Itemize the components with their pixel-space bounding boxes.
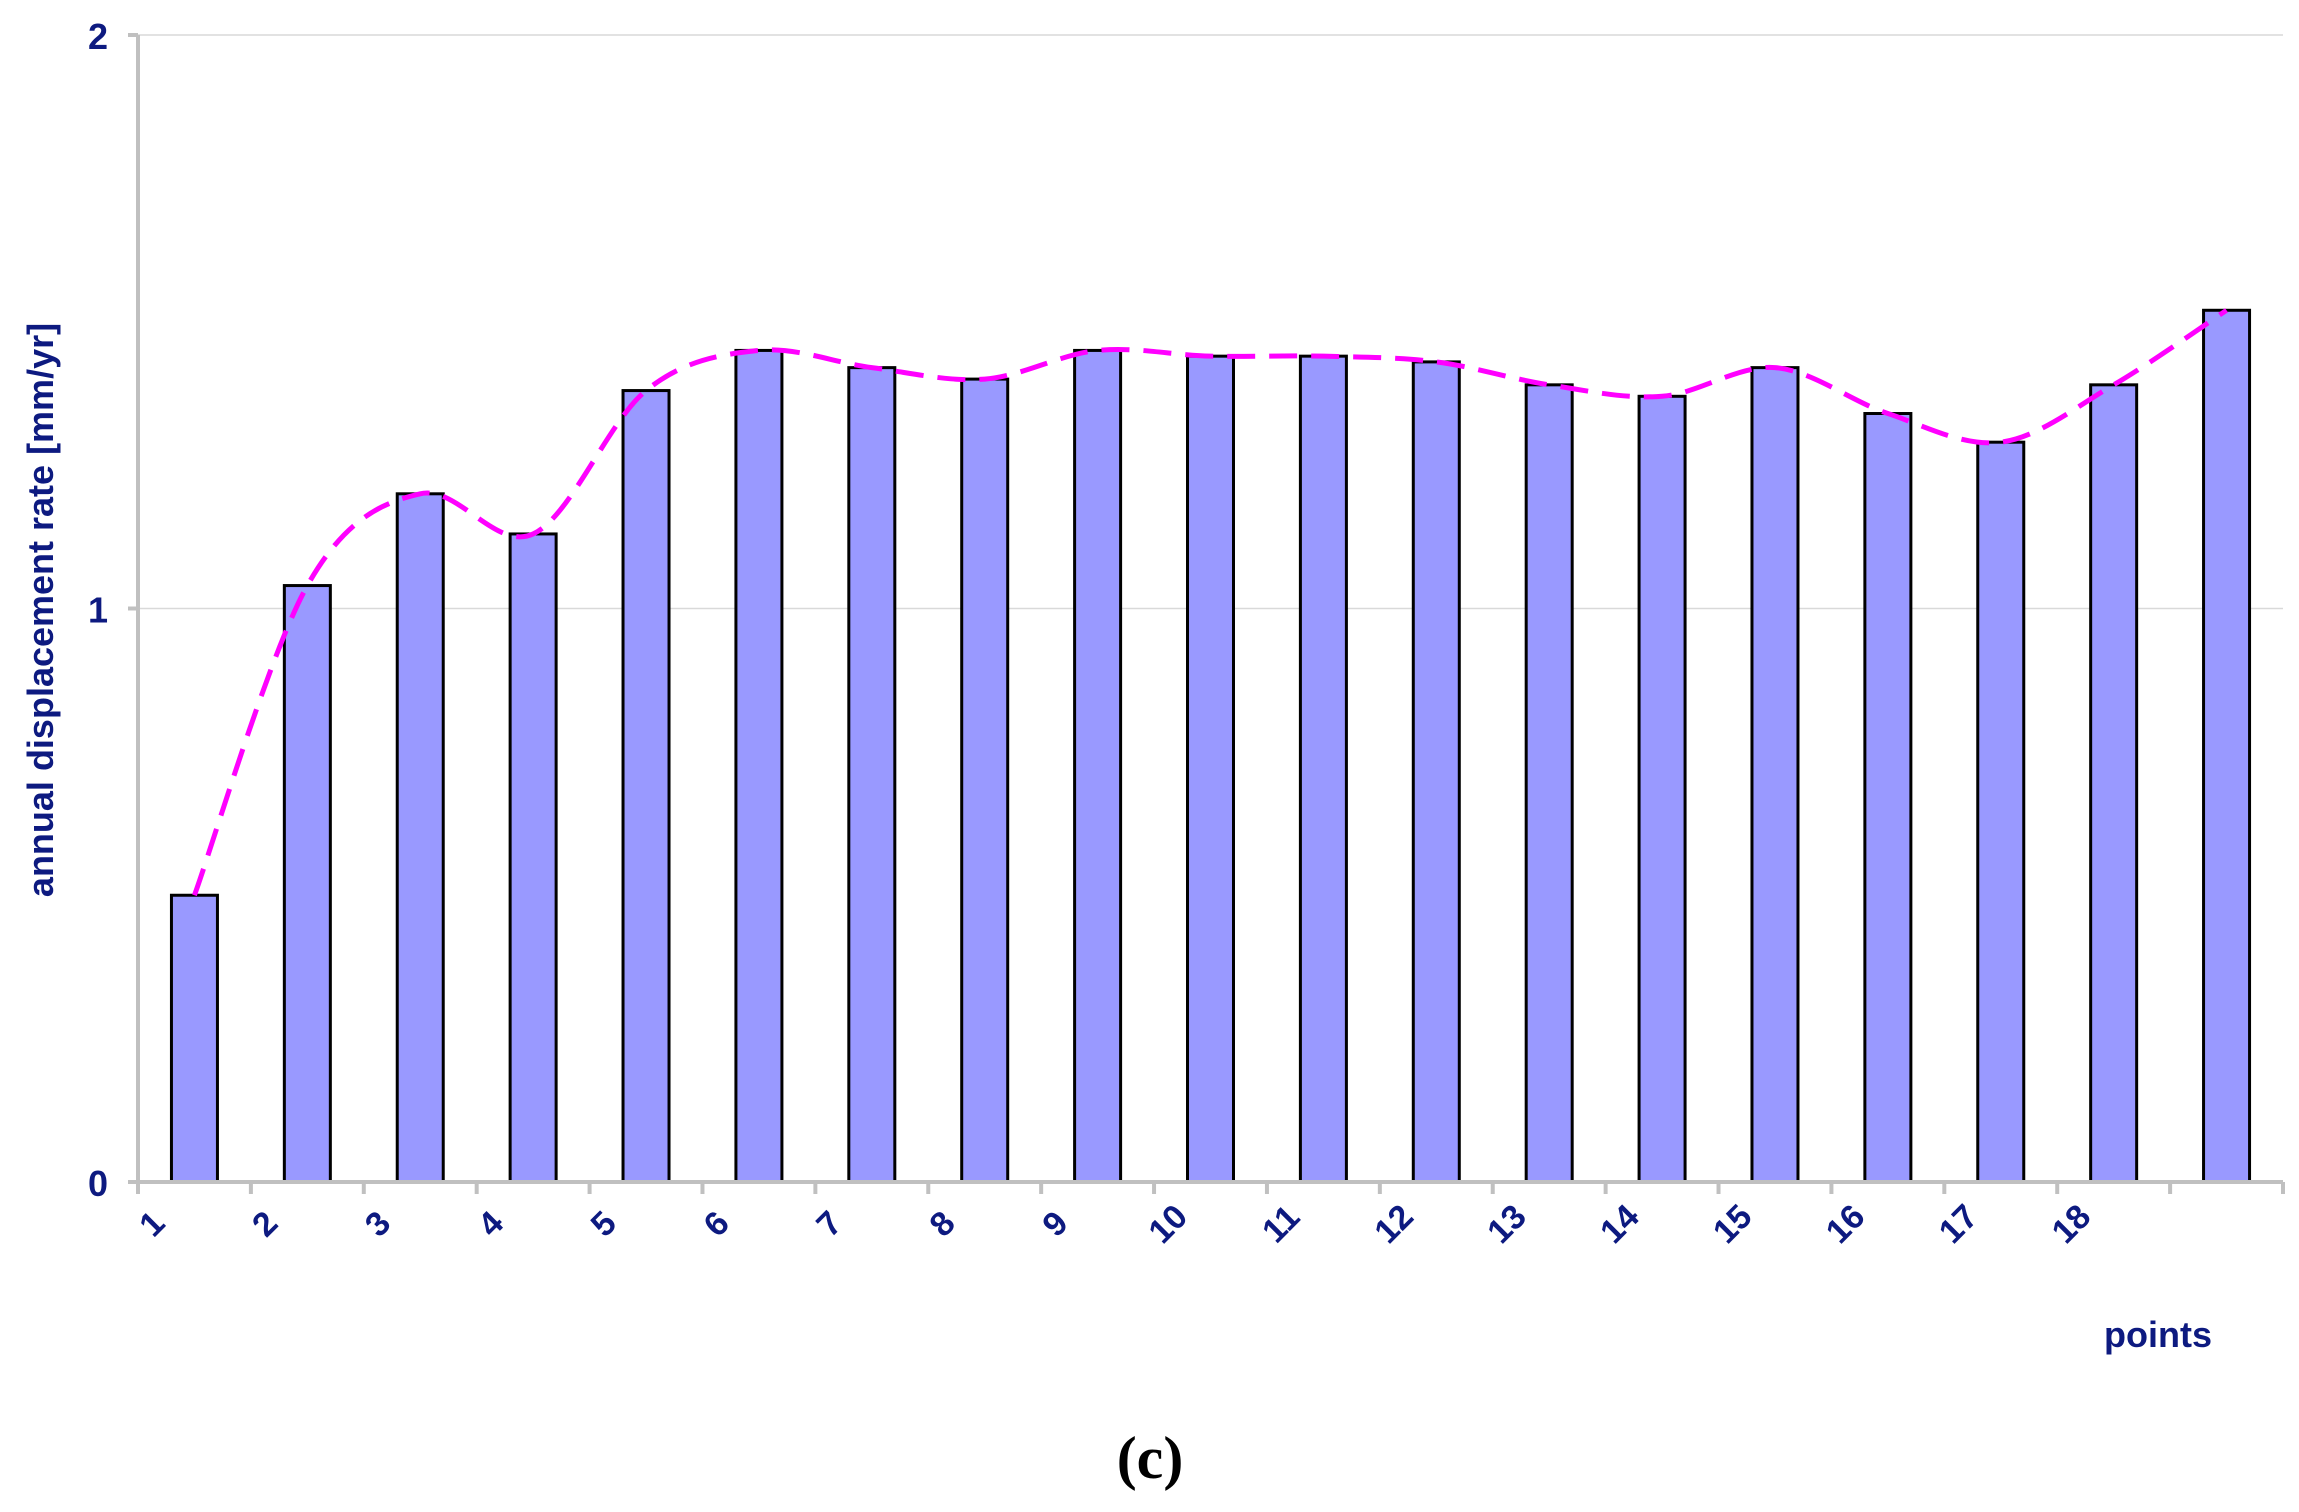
figure-caption: (c) bbox=[1117, 1425, 1184, 1491]
bar-6 bbox=[734, 348, 784, 1184]
x-tick-label-11: 11 bbox=[1255, 1198, 1307, 1250]
bar-9 bbox=[1073, 348, 1123, 1184]
trendline-layer-front bbox=[192, 308, 2228, 897]
bar-15 bbox=[1750, 366, 1800, 1184]
x-tick-label-10: 10 bbox=[1141, 1197, 1195, 1251]
x-tick-label-18: 18 bbox=[2045, 1197, 2099, 1251]
x-axis-title: points bbox=[2104, 1314, 2212, 1355]
bar-13 bbox=[1524, 383, 1574, 1184]
bar-1 bbox=[169, 893, 219, 1184]
bar-7 bbox=[847, 366, 897, 1184]
bar-11 bbox=[1298, 354, 1348, 1184]
x-tick-label-7: 7 bbox=[809, 1204, 849, 1244]
x-tick-label-9: 9 bbox=[1035, 1204, 1075, 1244]
bar-12 bbox=[1411, 360, 1461, 1184]
bar-3 bbox=[395, 492, 445, 1184]
x-tick-label-12: 12 bbox=[1367, 1197, 1421, 1251]
x-tick-label-15: 15 bbox=[1706, 1197, 1760, 1251]
x-tick-label-14: 14 bbox=[1593, 1197, 1647, 1251]
bar-18 bbox=[2089, 383, 2139, 1184]
y-tick-label-0: 0 bbox=[88, 1163, 108, 1204]
x-tick-label-1: 1 bbox=[132, 1204, 172, 1244]
x-tick-label-8: 8 bbox=[922, 1204, 962, 1244]
x-tick-label-16: 16 bbox=[1819, 1197, 1873, 1251]
y-tick-label-2: 2 bbox=[88, 16, 108, 57]
y-tick-label-1: 1 bbox=[88, 590, 108, 631]
bar-16 bbox=[1863, 412, 1913, 1184]
bar-extra-19 bbox=[2202, 308, 2252, 1184]
bars bbox=[169, 308, 2252, 1184]
bar-2 bbox=[282, 584, 332, 1184]
x-tick-label-5: 5 bbox=[584, 1204, 624, 1244]
y-axis-title: annual displacement rate [mm/yr] bbox=[20, 323, 61, 897]
axes bbox=[128, 33, 2285, 1194]
x-tick-label-17: 17 bbox=[1932, 1197, 1986, 1251]
bar-8 bbox=[960, 377, 1010, 1184]
x-tick-label-13: 13 bbox=[1480, 1197, 1534, 1251]
trendline bbox=[192, 308, 2228, 897]
bar-17 bbox=[1976, 440, 2026, 1184]
bar-10 bbox=[1186, 354, 1235, 1184]
bar-4 bbox=[508, 532, 558, 1184]
x-tick-label-2: 2 bbox=[245, 1204, 285, 1244]
bar-5 bbox=[621, 389, 671, 1184]
x-tick-label-3: 3 bbox=[358, 1204, 398, 1244]
bar-14 bbox=[1637, 394, 1687, 1184]
x-tick-label-6: 6 bbox=[697, 1204, 737, 1244]
x-tick-label-4: 4 bbox=[471, 1204, 511, 1244]
